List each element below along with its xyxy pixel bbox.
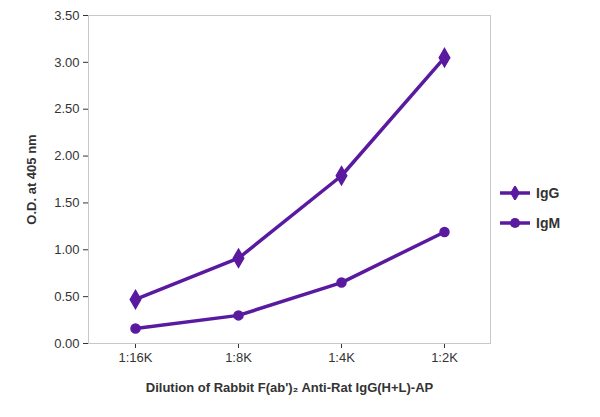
- svg-text:O.D. at 405 nm: O.D. at 405 nm: [24, 134, 39, 224]
- svg-text:1.50: 1.50: [54, 195, 79, 210]
- svg-text:2.00: 2.00: [54, 148, 79, 163]
- html-text:IgM: IgM: [536, 215, 561, 231]
- svg-text:3.00: 3.00: [54, 55, 79, 70]
- svg-text:1:4K: 1:4K: [328, 350, 355, 365]
- svg-text:1.00: 1.00: [54, 242, 79, 257]
- svg-text:3.50: 3.50: [54, 8, 79, 23]
- svg-text:1:16K: 1:16K: [119, 350, 153, 365]
- svg-text:Dilution of Rabbit F(ab')₂ Ant: Dilution of Rabbit F(ab')₂ Anti-Rat IgG(…: [146, 380, 434, 395]
- svg-text:0.00: 0.00: [54, 336, 79, 351]
- html-text:IgG: IgG: [536, 185, 560, 201]
- svg-text:0.50: 0.50: [54, 289, 79, 304]
- svg-text:1:8K: 1:8K: [225, 350, 252, 365]
- svg-text:1:2K: 1:2K: [431, 350, 458, 365]
- svg-text:2.50: 2.50: [54, 101, 79, 116]
